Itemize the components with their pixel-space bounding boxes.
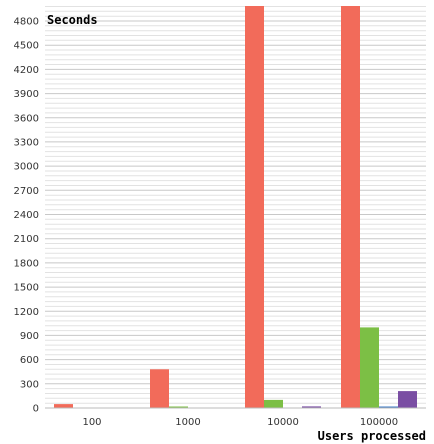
bar [150,369,169,408]
bar [341,6,360,408]
bar [379,406,398,408]
bar [169,406,188,408]
y-tick-label: 3600 [14,113,39,124]
bar [264,399,283,408]
bars [45,6,426,409]
y-tick-label: 4200 [14,65,39,76]
y-tick-label: 2700 [14,186,39,197]
x-tick-label: 100 [82,417,101,428]
bar [360,327,379,408]
x-tick-label: 1000 [175,417,200,428]
x-tick-label: 10000 [267,417,299,428]
x-axis-ticks: 100 1000 10000 100000 [82,417,398,428]
x-tick-label: 100000 [360,417,398,428]
bar [54,404,73,408]
y-tick-label: 4500 [14,41,39,52]
y-tick-label: 3900 [14,89,39,100]
y-tick-label: 2100 [14,234,39,245]
x-axis-title: Users processed [318,429,426,443]
y-tick-label: 0 [33,404,39,415]
y-tick-label: 4800 [14,17,39,28]
y-axis-title: Seconds [47,13,98,27]
bar [398,391,417,408]
y-axis-ticks: 0 300 600 900 1200 1500 1800 2100 2400 2700 3000 33… [14,17,39,415]
gridlines [45,6,426,409]
y-tick-label: 1500 [14,283,39,294]
y-tick-label: 2400 [14,210,39,221]
y-tick-label: 1200 [14,307,39,318]
y-tick-label: 900 [20,331,39,342]
y-tick-label: 3000 [14,162,39,173]
bar [302,406,321,408]
y-tick-label: 1800 [14,258,39,269]
y-tick-label: 600 [20,355,39,366]
bar [245,6,264,408]
y-tick-label: 3300 [14,137,39,148]
y-tick-label: 300 [20,379,39,390]
